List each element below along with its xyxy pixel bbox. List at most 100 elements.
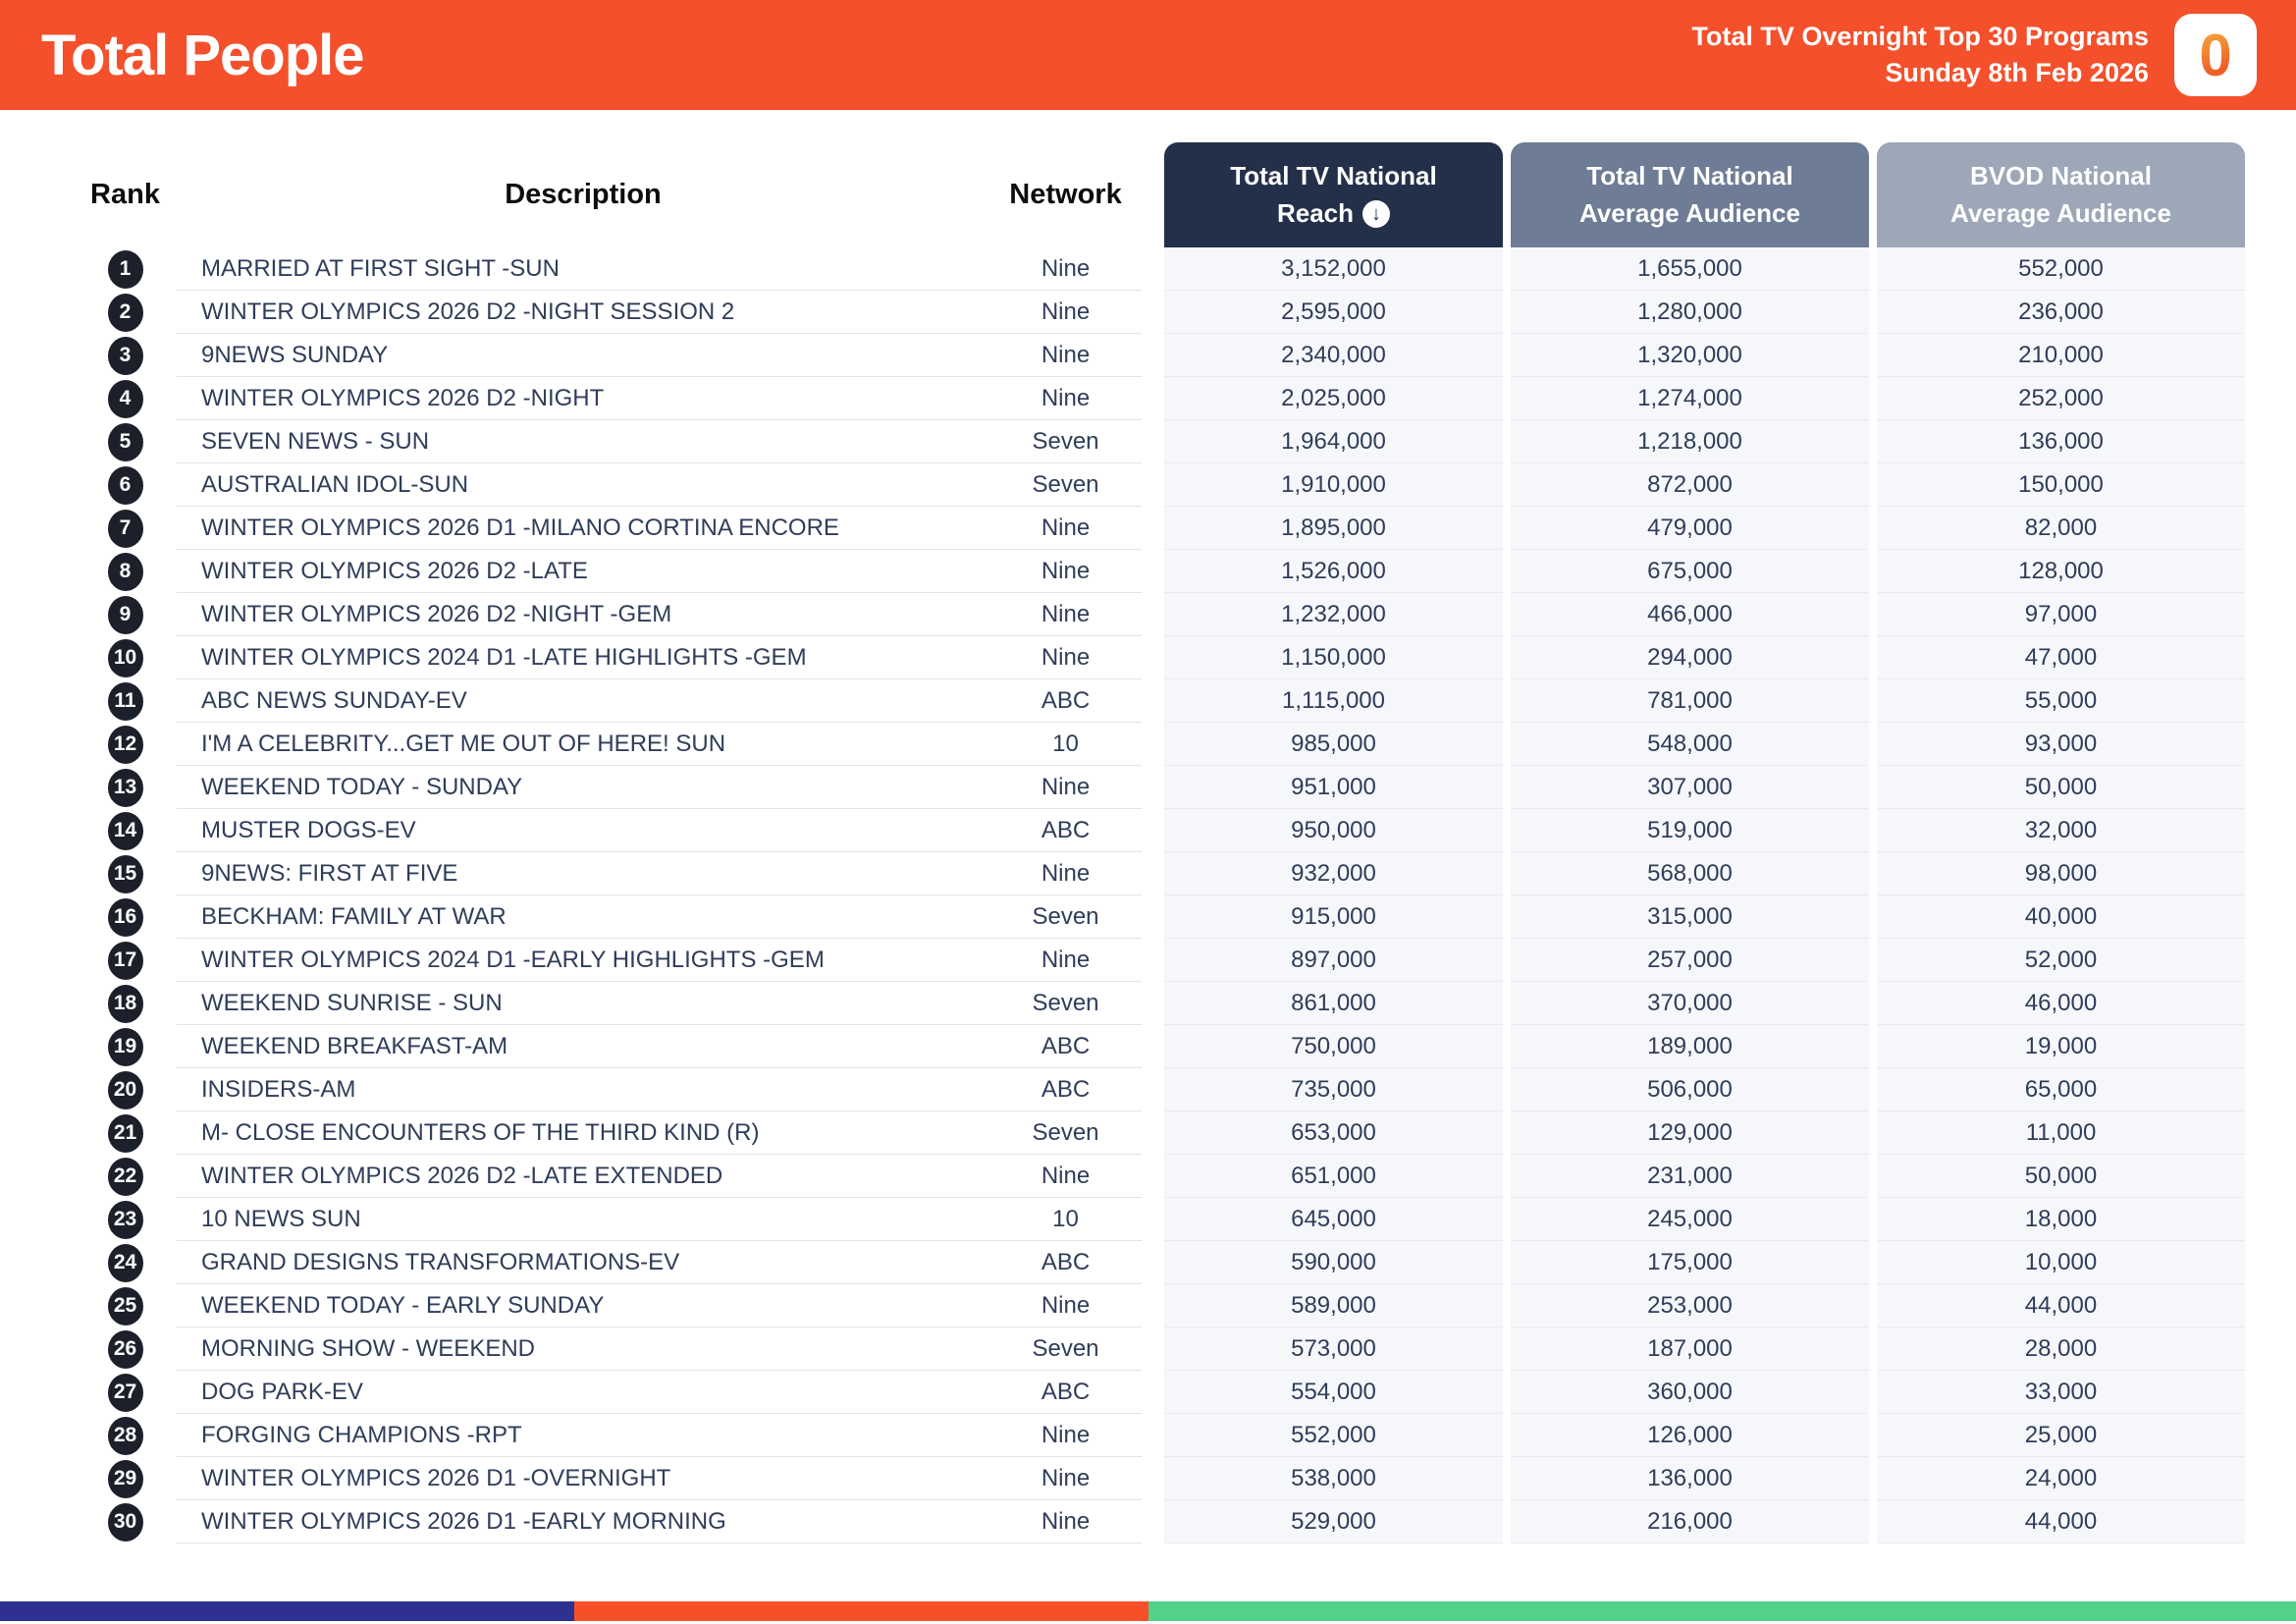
reach-value-cell: 645,000 — [1164, 1198, 1503, 1241]
rank-cell: 18 — [74, 982, 177, 1025]
table-row: 6 AUSTRALIAN IDOL-SUN Seven 1,910,000 872,00… — [74, 463, 2245, 507]
description-cell: DOG PARK-EV — [177, 1371, 989, 1414]
column-gap — [1142, 809, 1164, 852]
bvod-audience-value-cell: 10,000 — [1877, 1241, 2245, 1284]
table-row: 24 GRAND DESIGNS TRANSFORMATIONS-EV ABC 590… — [74, 1241, 2245, 1284]
bvod-audience-value-cell: 50,000 — [1877, 1155, 2245, 1198]
rank-badge: 25 — [107, 1286, 143, 1326]
network-cell: Nine — [989, 247, 1142, 291]
avg-audience-value-cell: 253,000 — [1511, 1284, 1869, 1327]
avg-audience-value-cell: 1,320,000 — [1511, 334, 1869, 377]
rank-cell: 10 — [74, 636, 177, 679]
table-row: 2 WINTER OLYMPICS 2026 D2 -NIGHT SESSION … — [74, 291, 2245, 334]
rank-cell: 7 — [74, 507, 177, 550]
table-row: 26 MORNING SHOW - WEEKEND Seven 573,000 187,… — [74, 1327, 2245, 1371]
description-cell: FORGING CHAMPIONS -RPT — [177, 1414, 989, 1457]
description-cell: WINTER OLYMPICS 2026 D2 -NIGHT — [177, 377, 989, 420]
avg-header-line2: Average Audience — [1579, 198, 1800, 228]
reach-value-cell: 1,232,000 — [1164, 593, 1503, 636]
table-row: 15 9NEWS: FIRST AT FIVE Nine 932,000 568,000… — [74, 852, 2245, 895]
rank-cell: 23 — [74, 1198, 177, 1241]
column-gap — [1142, 1284, 1164, 1327]
column-gap — [1503, 142, 1511, 247]
column-gap — [1142, 593, 1164, 636]
column-gap — [1869, 550, 1877, 593]
network-cell: Nine — [989, 1414, 1142, 1457]
column-gap — [1503, 1284, 1511, 1327]
description-cell: WINTER OLYMPICS 2026 D2 -LATE EXTENDED — [177, 1155, 989, 1198]
reach-value-cell: 932,000 — [1164, 852, 1503, 895]
rank-cell: 11 — [74, 679, 177, 723]
report-subtitle-line2: Sunday 8th Feb 2026 — [1885, 58, 2149, 87]
table-row: 3 9NEWS SUNDAY Nine 2,340,000 1,320,000 210,0… — [74, 334, 2245, 377]
bvod-audience-value-cell: 65,000 — [1877, 1068, 2245, 1111]
bvod-audience-value-cell: 52,000 — [1877, 939, 2245, 982]
rank-badge: 24 — [107, 1243, 143, 1282]
report-subtitle-line1: Total TV Overnight Top 30 Programs — [1691, 22, 2149, 51]
column-gap — [1869, 1241, 1877, 1284]
network-cell: Nine — [989, 1155, 1142, 1198]
avg-audience-value-cell: 315,000 — [1511, 895, 1869, 939]
column-gap — [1142, 852, 1164, 895]
column-gap — [1142, 550, 1164, 593]
column-gap — [1503, 291, 1511, 334]
avg-audience-value-cell: 187,000 — [1511, 1327, 1869, 1371]
column-gap — [1142, 1414, 1164, 1457]
column-gap — [1869, 1457, 1877, 1500]
description-cell: SEVEN NEWS - SUN — [177, 420, 989, 463]
column-gap — [1503, 809, 1511, 852]
column-gap — [1142, 247, 1164, 291]
network-cell: Seven — [989, 895, 1142, 939]
column-gap — [1869, 1414, 1877, 1457]
rank-badge: 30 — [107, 1502, 143, 1542]
description-cell: M- CLOSE ENCOUNTERS OF THE THIRD KIND (R… — [177, 1111, 989, 1155]
network-cell: Nine — [989, 334, 1142, 377]
avg-audience-value-cell: 307,000 — [1511, 766, 1869, 809]
rank-cell: 5 — [74, 420, 177, 463]
reach-value-cell: 1,964,000 — [1164, 420, 1503, 463]
bvod-audience-value-cell: 55,000 — [1877, 679, 2245, 723]
column-gap — [1503, 982, 1511, 1025]
rank-badge: 1 — [107, 249, 143, 289]
column-header-description: Description — [505, 179, 662, 210]
bvod-audience-value-cell: 18,000 — [1877, 1198, 2245, 1241]
sort-descending-icon[interactable]: ↓ — [1362, 199, 1391, 228]
network-cell: Nine — [989, 291, 1142, 334]
footer-color-bar — [0, 1601, 2296, 1621]
column-gap — [1503, 1327, 1511, 1371]
column-gap — [1503, 1500, 1511, 1543]
description-cell: WEEKEND TODAY - EARLY SUNDAY — [177, 1284, 989, 1327]
bvod-audience-value-cell: 33,000 — [1877, 1371, 2245, 1414]
rank-cell: 8 — [74, 550, 177, 593]
reach-header-line2: Reach — [1276, 198, 1355, 228]
column-gap — [1869, 1500, 1877, 1543]
rank-cell: 4 — [74, 377, 177, 420]
bvod-audience-value-cell: 97,000 — [1877, 593, 2245, 636]
rank-cell: 1 — [74, 247, 177, 291]
bvod-audience-value-cell: 136,000 — [1877, 420, 2245, 463]
column-header-bvod-average-audience[interactable]: BVOD National Average Audience — [1877, 142, 2245, 247]
rank-badge: 20 — [107, 1070, 143, 1110]
column-header-total-tv-reach[interactable]: Total TV National Reach ↓ — [1164, 142, 1503, 247]
column-header-network: Network — [1009, 179, 1122, 210]
avg-audience-value-cell: 257,000 — [1511, 939, 1869, 982]
table-row: 29 WINTER OLYMPICS 2026 D1 -OVERNIGHT Nine… — [74, 1457, 2245, 1500]
column-header-total-tv-average-audience[interactable]: Total TV National Average Audience — [1511, 142, 1869, 247]
rank-badge: 19 — [107, 1027, 143, 1066]
rank-badge: 17 — [107, 941, 143, 980]
column-gap — [1142, 636, 1164, 679]
description-cell: MORNING SHOW - WEEKEND — [177, 1327, 989, 1371]
column-gap — [1869, 420, 1877, 463]
network-cell: Nine — [989, 1500, 1142, 1543]
network-cell: Nine — [989, 377, 1142, 420]
network-cell: Nine — [989, 550, 1142, 593]
rank-cell: 25 — [74, 1284, 177, 1327]
column-gap — [1503, 463, 1511, 507]
column-gap — [1503, 766, 1511, 809]
table-row: 11 ABC NEWS SUNDAY-EV ABC 1,115,000 781,000 5… — [74, 679, 2245, 723]
avg-audience-value-cell: 781,000 — [1511, 679, 1869, 723]
network-cell: Seven — [989, 982, 1142, 1025]
column-gap — [1142, 1155, 1164, 1198]
rank-badge: 7 — [107, 509, 143, 548]
column-gap — [1869, 507, 1877, 550]
